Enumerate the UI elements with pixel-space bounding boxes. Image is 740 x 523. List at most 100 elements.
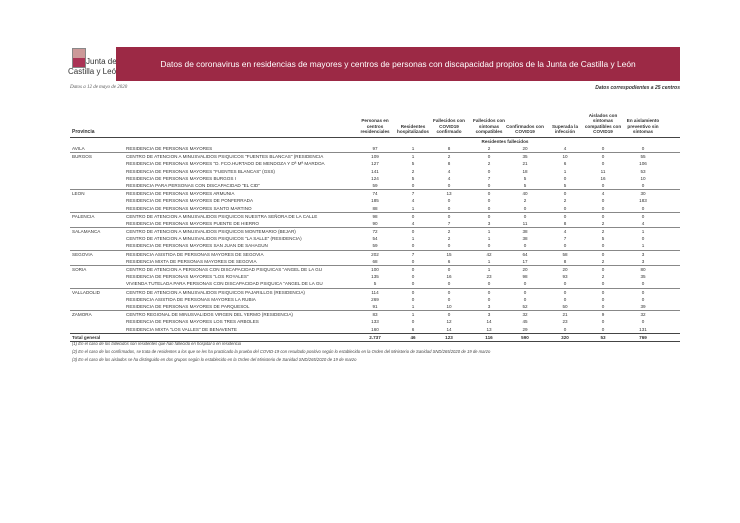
value-cell: 20 (562, 267, 568, 272)
province-cell: PALENCIA (72, 213, 95, 219)
value-cell: 64 (522, 251, 528, 257)
value-cell: 1 (411, 303, 415, 309)
value-cell: 1 (487, 267, 491, 272)
value-cell: 5 (411, 161, 415, 167)
value-cell: 0 (487, 281, 491, 287)
center-cell: RESIDENCIA DE PERSONAS MAYORES (126, 146, 213, 151)
value-cell: 14 (446, 326, 452, 332)
value-cell: 6 (411, 326, 415, 332)
value-cell: 0 (487, 182, 491, 188)
table-row: RESIDENCIA ASISTIDA DE PERSONAS MAYORES … (70, 296, 680, 303)
subheader-fallecidos: Residentes fallecidos (481, 139, 529, 144)
value-cell: 21 (562, 312, 568, 318)
value-cell: 1 (487, 229, 491, 235)
value-cell: 11 (522, 220, 528, 226)
value-cell: 0 (523, 296, 527, 302)
data-table: Provincia Personas en centros residencia… (70, 104, 680, 342)
value-cell: 15 (446, 251, 452, 257)
value-cell: 59 (372, 243, 378, 249)
value-cell: 55 (640, 154, 646, 160)
value-cell: 0 (447, 198, 451, 204)
center-cell: RESIDENCIA DE PERSONAS MAYORES DE PARQUE… (126, 303, 250, 309)
table-row: RESIDENCIA DE PERSONAS MAYORES SANTO MAR… (70, 205, 680, 212)
value-cell: 7 (447, 220, 451, 226)
value-cell: 0 (523, 205, 527, 211)
table-row: AVILA RESIDENCIA DE PERSONAS MAYORES 97 1 8 2… (70, 145, 680, 152)
province-cell: AVILA (72, 146, 85, 151)
value-cell: 106 (639, 161, 647, 167)
value-cell: 183 (639, 198, 647, 204)
value-cell: 0 (523, 281, 527, 287)
value-cell: 8 (447, 161, 451, 167)
table-row: RESIDENCIA DE PERSONAS MAYORES PUENTE DE… (70, 220, 680, 227)
center-cell: RESIDENCIA MIXTA DE PERSONAS MAYORES DE … (126, 258, 257, 264)
value-cell: 14 (486, 319, 492, 325)
value-cell: 0 (487, 205, 491, 211)
value-cell: 0 (641, 146, 645, 151)
table-row: RESIDENCIA DE PERSONAS MAYORES "LOS ROYA… (70, 273, 680, 280)
value-cell: 0 (641, 213, 645, 219)
value-cell: 8 (563, 258, 567, 264)
value-cell: 0 (523, 243, 527, 249)
value-cell: 0 (563, 175, 567, 181)
center-cell: RESIDENCIA DE PERSONAS MAYORES DE PONFER… (126, 198, 254, 204)
total-value: 769 (639, 334, 647, 340)
center-cell: CENTRO DE ATENCION A MINUSVALIDOS PSIQUI… (126, 236, 302, 242)
value-cell: 1 (487, 258, 491, 264)
value-cell: 4 (411, 220, 415, 226)
value-cell: 2 (447, 154, 451, 160)
value-cell: 5 (563, 182, 567, 188)
value-cell: 0 (641, 289, 645, 295)
value-cell: 0 (487, 296, 491, 302)
column-header: Superada la infección (551, 123, 579, 135)
total-value: 53 (600, 334, 606, 340)
value-cell: 1 (641, 229, 645, 235)
value-cell: 0 (563, 326, 567, 332)
value-cell: 5 (523, 182, 527, 188)
value-cell: 0 (601, 213, 605, 219)
value-cell: 17 (522, 258, 528, 264)
total-value: 2.737 (369, 334, 381, 340)
footnote: (2) En el caso de los confirmados, se tr… (72, 349, 491, 354)
value-cell: 4 (411, 198, 415, 204)
value-cell: 5 (601, 236, 605, 242)
value-cell: 4 (447, 168, 451, 174)
title-banner: Datos de coronavirus en residencias de m… (116, 47, 680, 81)
value-cell: 0 (447, 289, 451, 295)
column-header: Residentes hospitalizados (397, 123, 429, 135)
value-cell: 0 (487, 168, 491, 174)
value-cell: 7 (563, 236, 567, 242)
value-cell: 131 (639, 326, 647, 332)
value-cell: 0 (601, 182, 605, 188)
table-row: RESIDENCIA DE PERSONAS MAYORES "D. FCO.H… (70, 160, 680, 167)
table-row: SEGOVIA RESIDENCIA ASISTIDA DE PERSONAS M… (70, 249, 680, 258)
value-cell: 0 (563, 213, 567, 219)
value-cell: 0 (411, 296, 415, 302)
value-cell: 0 (563, 191, 567, 197)
value-cell: 4 (563, 146, 567, 151)
province-cell: SALAMANCA (72, 229, 101, 235)
center-cell: RESIDENCIA ASISTIDA DE PERSONAS MAYORES … (126, 296, 256, 302)
value-cell: 269 (371, 296, 379, 302)
value-cell: 124 (371, 175, 379, 181)
province-cell: VALLADOLID (72, 289, 100, 295)
value-cell: 3 (641, 258, 645, 264)
value-cell: 0 (411, 267, 415, 272)
value-cell: 1 (411, 236, 415, 242)
value-cell: 1 (411, 312, 415, 318)
value-cell: 1 (411, 146, 415, 151)
value-cell: 160 (371, 326, 379, 332)
data-date: Datos a 12 de mayo de 2020 (70, 85, 128, 90)
column-header: Aislados con síntomas compatibles con CO… (584, 112, 622, 135)
column-header: Confirmados con COVID19 (506, 123, 544, 135)
value-cell: 93 (562, 274, 568, 280)
value-cell: 0 (447, 281, 451, 287)
value-cell: 0 (601, 146, 605, 151)
value-cell: 30 (640, 191, 646, 197)
value-cell: 7 (411, 251, 415, 257)
center-cell: CENTRO DE ATENCION A MINUSVALIDOS PSIQUI… (126, 154, 324, 160)
value-cell: 141 (371, 168, 379, 174)
value-cell: 109 (371, 154, 379, 160)
value-cell: 98 (522, 274, 528, 280)
total-value: 123 (445, 334, 453, 340)
